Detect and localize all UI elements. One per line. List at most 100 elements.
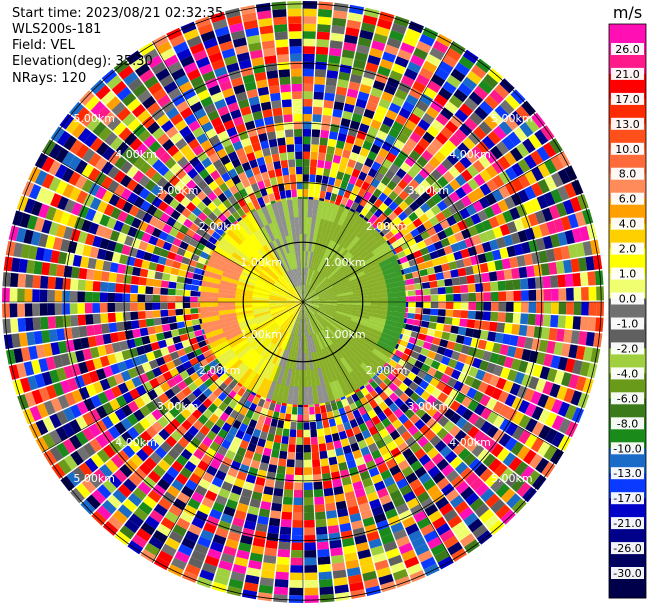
- velocity-gate: [389, 392, 399, 403]
- velocity-gate: [473, 430, 486, 444]
- velocity-gate: [403, 184, 415, 195]
- velocity-gate: [382, 434, 394, 445]
- velocity-gate: [510, 441, 524, 456]
- velocity-gate: [354, 137, 365, 148]
- velocity-gate: [555, 202, 568, 217]
- velocity-gate: [356, 130, 367, 141]
- velocity-gate: [259, 577, 274, 587]
- velocity-gate: [412, 218, 423, 228]
- velocity-gate: [483, 302, 492, 311]
- velocity-gate: [264, 478, 275, 488]
- velocity-gate: [238, 542, 252, 553]
- velocity-gate: [309, 414, 316, 423]
- velocity-gate: [369, 498, 382, 510]
- velocity-gate: [389, 163, 400, 174]
- velocity-gate: [358, 422, 368, 433]
- velocity-gate: [363, 108, 375, 119]
- velocity-gate: [377, 18, 393, 30]
- velocity-gate: [415, 256, 425, 265]
- velocity-gate: [520, 465, 535, 481]
- velocity-gate: [502, 210, 514, 223]
- velocity-gate: [303, 429, 311, 438]
- velocity-gate: [313, 489, 324, 498]
- velocity-gate: [385, 152, 397, 163]
- velocity-gate: [485, 164, 498, 179]
- velocity-gate: [344, 452, 355, 462]
- velocity-gate: [343, 142, 354, 152]
- velocity-gate: [303, 181, 309, 190]
- velocity-gate: [351, 393, 360, 403]
- velocity-gate: [558, 418, 572, 434]
- velocity-gate: [388, 190, 399, 201]
- velocity-gate: [379, 381, 389, 392]
- velocity-gate: [427, 80, 442, 93]
- velocity-gate: [490, 291, 499, 301]
- velocity-gate: [360, 509, 373, 520]
- velocity-gate: [587, 271, 596, 286]
- velocity-gate: [475, 348, 485, 360]
- velocity-gate: [424, 335, 434, 344]
- velocity-gate: [426, 484, 441, 497]
- velocity-gate: [577, 392, 590, 409]
- velocity-gate: [519, 122, 534, 138]
- velocity-gate: [340, 118, 351, 128]
- velocity-gate: [548, 328, 558, 341]
- velocity-gate: [303, 38, 316, 47]
- velocity-gate: [549, 383, 561, 398]
- velocity-gate: [385, 363, 395, 373]
- velocity-gate: [397, 150, 409, 162]
- velocity-gate: [393, 15, 410, 28]
- velocity-gate: [361, 76, 374, 87]
- velocity-gate: [317, 435, 326, 445]
- velocity-gate: [418, 454, 431, 466]
- velocity-gate: [532, 225, 543, 239]
- velocity-gate: [232, 564, 247, 575]
- velocity-gate: [453, 342, 463, 353]
- velocity-gate: [460, 195, 472, 208]
- velocity-gate: [494, 105, 509, 120]
- velocity-gate: [394, 363, 404, 373]
- velocity-gate: [321, 465, 331, 474]
- velocity-gate: [496, 354, 507, 367]
- velocity-gate: [341, 476, 352, 486]
- velocity-gate: [340, 438, 350, 448]
- velocity-gate: [414, 386, 425, 397]
- velocity-gate: [401, 353, 411, 362]
- velocity-gate: [472, 524, 488, 539]
- velocity-gate: [454, 429, 467, 443]
- velocity-gate: [319, 137, 328, 146]
- velocity-gate: [318, 443, 327, 452]
- velocity-gate: [426, 106, 440, 119]
- velocity-gate: [303, 467, 313, 476]
- velocity-gate: [467, 346, 478, 357]
- velocity-gate: [413, 250, 423, 259]
- velocity-gate: [443, 226, 454, 237]
- velocity-gate: [553, 247, 563, 261]
- velocity-gate: [551, 302, 559, 315]
- velocity-gate: [429, 215, 440, 227]
- velocity-gate: [333, 486, 344, 496]
- velocity-gate: [376, 182, 387, 192]
- velocity-gate: [450, 475, 465, 489]
- velocity-gate: [356, 44, 370, 55]
- velocity-gate: [270, 510, 281, 519]
- velocity-gate: [523, 388, 535, 402]
- velocity-gate: [479, 434, 492, 448]
- velocity-gate: [458, 506, 474, 521]
- velocity-gate: [387, 373, 397, 383]
- velocity-gate: [506, 245, 517, 258]
- velocity-gate: [420, 230, 431, 240]
- velocity-gate: [588, 302, 597, 316]
- velocity-gate: [331, 432, 340, 442]
- velocity-gate: [251, 491, 263, 501]
- velocity-gate: [347, 12, 363, 22]
- velocity-gate: [392, 377, 403, 388]
- velocity-gate: [430, 204, 442, 216]
- velocity-gate: [453, 293, 461, 302]
- velocity-gate: [321, 175, 329, 185]
- velocity-gate: [312, 106, 323, 115]
- velocity-gate: [449, 134, 462, 147]
- velocity-gate: [560, 245, 571, 260]
- velocity-gate: [454, 62, 470, 76]
